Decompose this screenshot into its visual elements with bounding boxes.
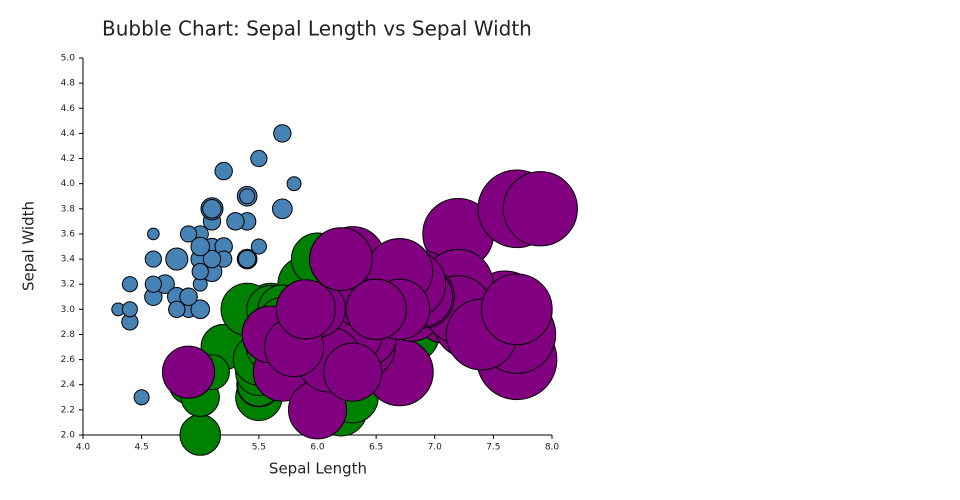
x-tick-label: 5.5 <box>252 443 266 453</box>
x-tick-label: 4.0 <box>76 443 91 453</box>
x-axis-title: Sepal Length <box>269 460 367 478</box>
bubble <box>179 225 198 243</box>
y-tick-label: 3.0 <box>61 305 76 315</box>
y-axis-title: Sepal Width <box>20 201 38 291</box>
chart-title: Bubble Chart: Sepal Length vs Sepal Widt… <box>102 17 532 41</box>
bubble <box>480 273 553 346</box>
bubble <box>250 238 267 255</box>
bubble <box>179 287 198 306</box>
y-tick-label: 2.0 <box>61 431 76 441</box>
bubble <box>239 188 256 205</box>
y-tick-label: 2.2 <box>61 405 75 415</box>
bubble <box>271 198 293 220</box>
axes: 4.0 4.5 5.0 5.5 6.0 6.5 7.0 7.5 8.0 2.0 2.2 2.4 2.6 2… <box>61 54 560 453</box>
bubble <box>309 227 373 291</box>
bubble <box>226 212 245 231</box>
bubble <box>161 345 216 399</box>
bubble <box>275 279 336 340</box>
y-tick-label: 4.2 <box>61 154 75 164</box>
y-tick-label: 4.6 <box>61 104 76 114</box>
bubble <box>202 199 222 219</box>
y-tick-label: 3.4 <box>61 255 76 265</box>
bubble <box>121 301 138 318</box>
bubble <box>237 249 257 269</box>
x-tick-label: 7.5 <box>486 443 500 453</box>
y-tick-label: 4.0 <box>61 179 76 189</box>
y-tick-label: 3.6 <box>61 229 76 239</box>
bubble <box>133 389 150 406</box>
x-tick-label: 7.0 <box>428 443 443 453</box>
bubble <box>165 247 189 271</box>
bubble <box>190 299 211 320</box>
y-tick-label: 2.6 <box>61 355 76 365</box>
y-tick-label: 4.8 <box>61 79 76 89</box>
bubble <box>191 263 209 281</box>
y-tick-label: 2.8 <box>61 330 76 340</box>
x-tick-label: 6.0 <box>310 443 325 453</box>
y-tick-label: 2.4 <box>61 380 76 390</box>
x-tick-label: 4.5 <box>134 443 148 453</box>
bubble <box>345 278 407 340</box>
y-tick-label: 3.2 <box>61 280 75 290</box>
bubble <box>323 342 383 402</box>
bubble <box>214 161 233 181</box>
x-tick-label: 8.0 <box>545 443 560 453</box>
bubble <box>144 250 162 268</box>
bubble <box>121 276 138 293</box>
x-tick-label: 6.5 <box>369 443 383 453</box>
bubble <box>168 300 186 318</box>
y-tick-label: 3.8 <box>61 204 76 214</box>
bubble <box>147 227 160 241</box>
bubble <box>144 275 162 293</box>
bubbles <box>111 124 578 456</box>
y-tick-label: 4.4 <box>61 129 76 139</box>
bubble <box>179 414 222 456</box>
bubble <box>273 124 292 143</box>
bubble <box>502 171 578 247</box>
bubble <box>190 236 211 257</box>
bubble <box>250 149 268 168</box>
y-tick-label: 5.0 <box>61 54 76 64</box>
bubble <box>202 249 222 269</box>
bubble <box>286 176 302 192</box>
